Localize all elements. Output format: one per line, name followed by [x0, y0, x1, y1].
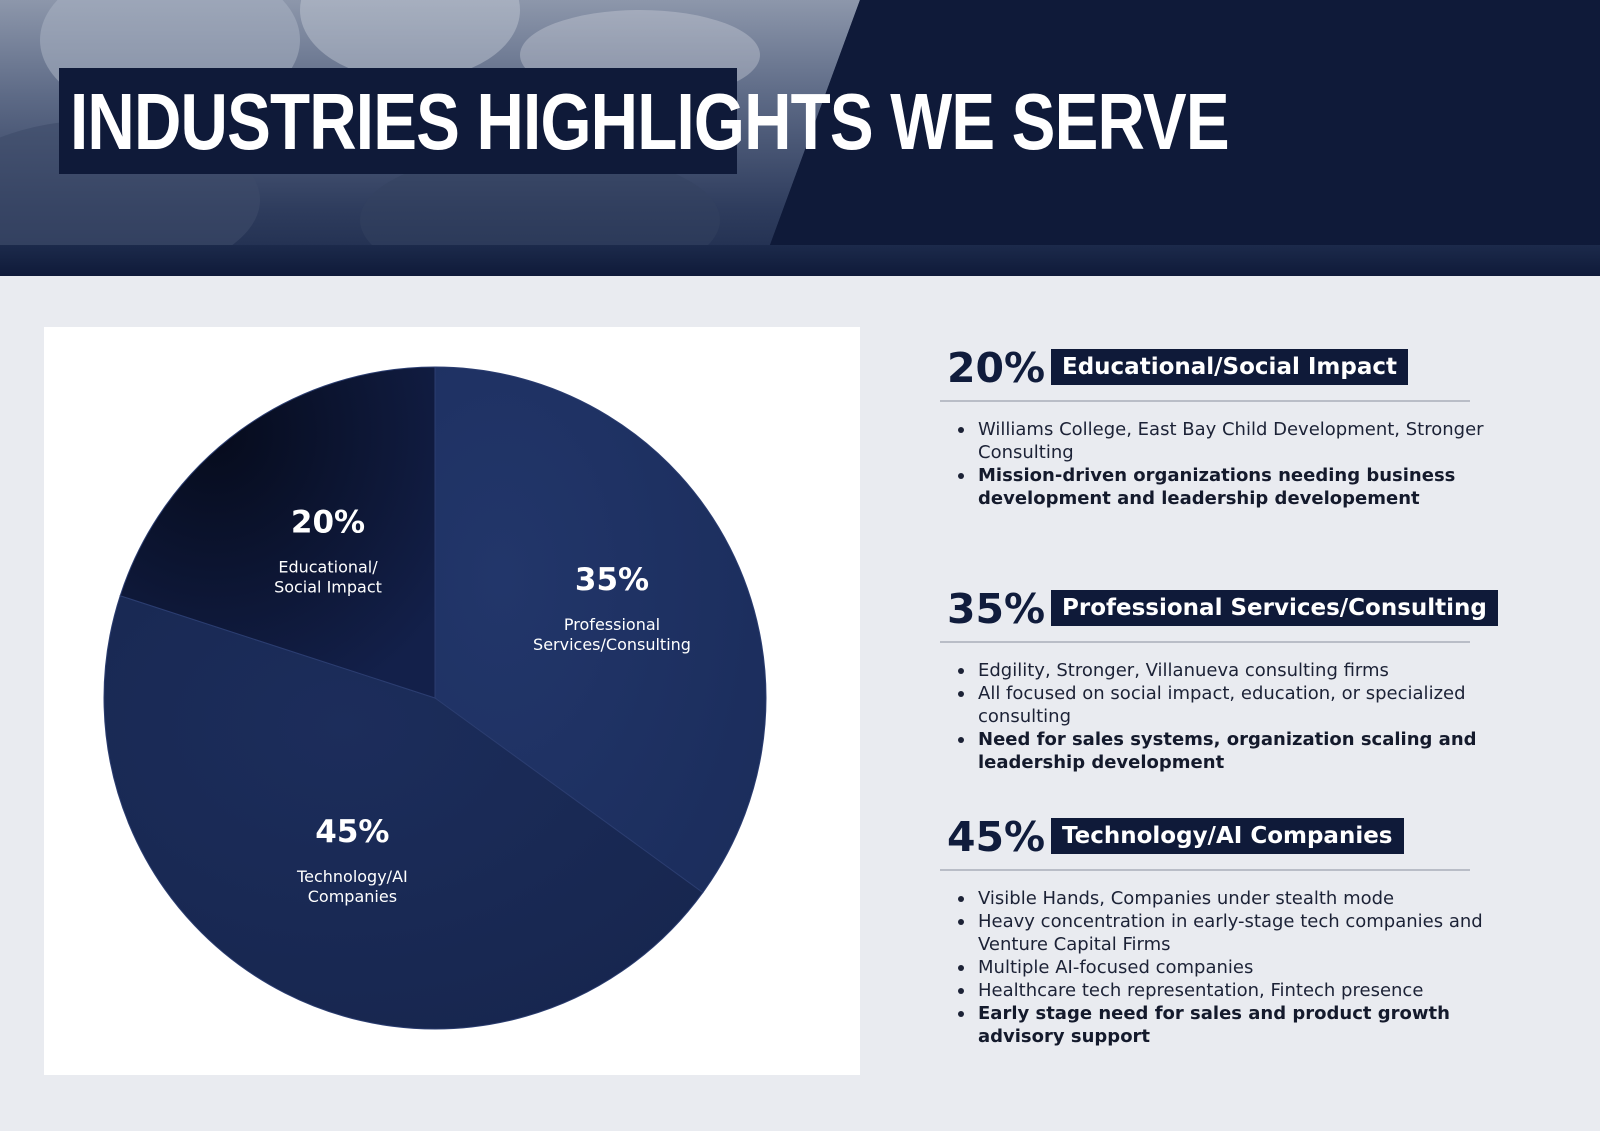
section-percentage: 45%	[947, 813, 1046, 861]
section-divider	[940, 869, 1470, 871]
pie-slice-category-label: Educational/	[278, 558, 378, 577]
bullet-item: Need for sales systems, organization sca…	[958, 728, 1498, 774]
pie-slice	[119, 366, 436, 699]
section-technology: 45% Technology/AI Companies Visible Hand…	[940, 814, 1500, 1047]
section-bullet-list: Edgility, Stronger, Villanueva consultin…	[958, 659, 1498, 774]
pie-slice-percentage: 45%	[315, 814, 389, 850]
header-navy-panel	[770, 0, 1600, 245]
section-title-badge: Professional Services/Consulting	[1051, 590, 1498, 626]
bullet-item: Heavy concentration in early-stage tech …	[958, 910, 1498, 956]
pie-slice-percentage: 20%	[291, 505, 365, 541]
section-educational: 20% Educational/Social Impact Williams C…	[940, 345, 1500, 509]
header-banner: INDUSTRIES HIGHLIGHTS WE SERVE	[0, 0, 1600, 276]
bullet-item: All focused on social impact, education,…	[958, 682, 1498, 728]
pie-slice-category-label: Technology/AI	[296, 867, 408, 886]
section-header: 45% Technology/AI Companies	[940, 814, 1500, 860]
bullet-item: Williams College, East Bay Child Develop…	[958, 418, 1498, 464]
pie-slice-category-label: Professional	[564, 615, 660, 634]
header-bottom-band	[0, 245, 1600, 276]
section-percentage: 20%	[947, 344, 1046, 392]
pie-slice	[103, 595, 704, 1030]
bullet-item: Mission-driven organizations needing bus…	[958, 464, 1498, 510]
pie-slice-percentage: 35%	[575, 562, 649, 598]
pie-chart-card: 35% Professional Services/Consulting 45% Tec…	[44, 327, 860, 1075]
bullet-item: Visible Hands, Companies under stealth m…	[958, 887, 1498, 910]
pie-slice-category-label: Services/Consulting	[533, 635, 691, 654]
section-percentage: 35%	[947, 585, 1046, 633]
section-divider	[940, 400, 1470, 402]
bullet-item: Multiple AI-focused companies	[958, 956, 1498, 979]
section-bullet-list: Visible Hands, Companies under stealth m…	[958, 887, 1498, 1048]
bullet-item: Edgility, Stronger, Villanueva consultin…	[958, 659, 1498, 682]
section-divider	[940, 641, 1470, 643]
section-header: 20% Educational/Social Impact	[940, 345, 1500, 391]
pie-slice-category-label: Companies	[308, 887, 397, 906]
bullet-item: Early stage need for sales and product g…	[958, 1002, 1498, 1048]
title-backdrop	[59, 68, 737, 174]
section-bullet-list: Williams College, East Bay Child Develop…	[958, 418, 1498, 510]
pie-slice-category-label: Social Impact	[274, 578, 382, 597]
section-title-badge: Technology/AI Companies	[1051, 818, 1404, 854]
section-professional: 35% Professional Services/Consulting Edg…	[940, 586, 1500, 773]
page-title: INDUSTRIES HIGHLIGHTS WE SERVE	[70, 77, 1230, 166]
pie-slice	[434, 366, 767, 894]
section-title-badge: Educational/Social Impact	[1051, 349, 1408, 385]
section-header: 35% Professional Services/Consulting	[940, 586, 1500, 632]
bullet-item: Healthcare tech representation, Fintech …	[958, 979, 1498, 1002]
